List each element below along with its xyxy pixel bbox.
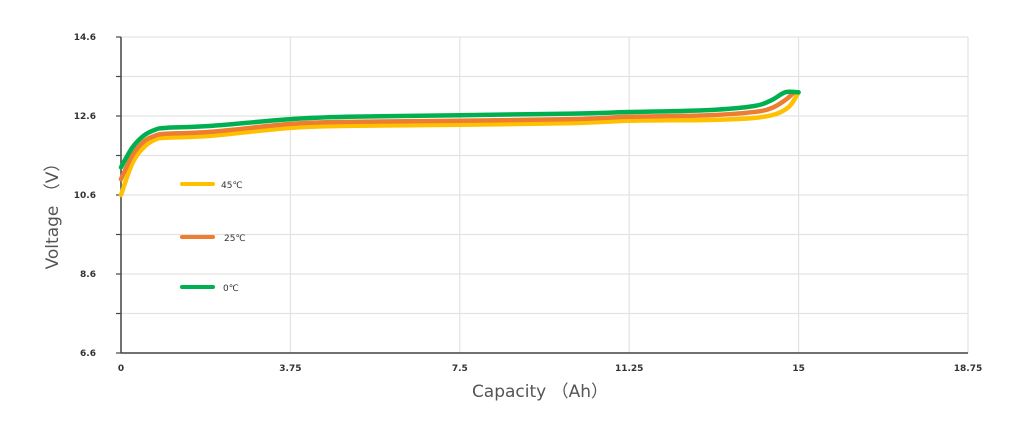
legend: 45℃ 25℃ 0℃ [180,181,246,294]
gridlines [116,36,969,354]
series-line [118,90,801,198]
series-line [118,89,801,170]
x-tick-label: 3.75 [279,364,301,374]
y-tick-label: 12.6 [74,112,96,122]
series-line [118,90,797,182]
x-tick-label: 15 [792,364,805,374]
legend-label: 25℃ [224,234,246,244]
x-tick-label: 0 [118,364,124,374]
y-tick-label: 10.6 [74,191,96,201]
y-tick-label: 8.6 [80,270,96,280]
x-tick-label: 7.5 [452,364,468,374]
legend-label: 0℃ [223,284,239,294]
y-tick-label: 6.6 [80,349,96,359]
data-series [118,89,801,198]
legend-label: 45℃ [221,181,243,191]
x-tick-label: 18.75 [954,364,982,374]
y-tick-labels: 14.6 12.6 10.6 8.6 6.6 [74,33,96,359]
x-axis-label: Capacity （Ah） [472,382,608,402]
x-tick-labels: 0 3.75 7.5 11.25 15 18.75 [118,364,982,374]
x-tick-label: 11.25 [615,364,643,374]
y-tick-label: 14.6 [74,33,96,43]
y-axis-label: Voltage （V） [43,155,63,270]
